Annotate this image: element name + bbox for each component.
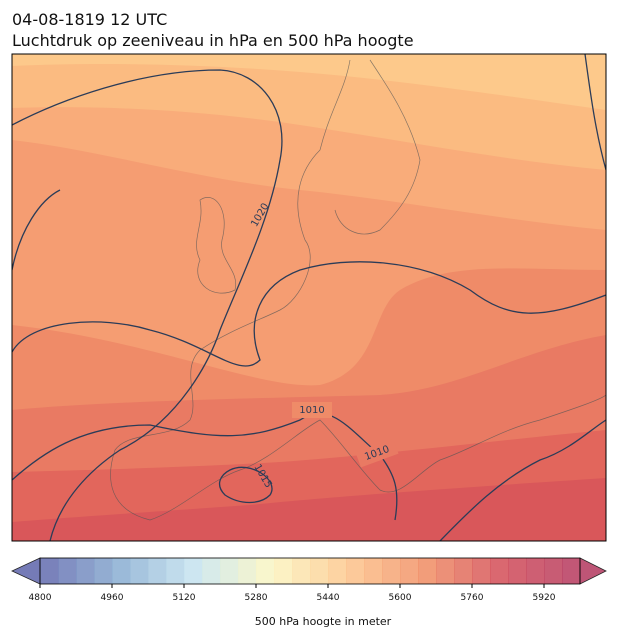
colorbar-step	[238, 558, 257, 584]
colorbar-step	[148, 558, 167, 584]
colorbar: 4800 4960 5120 5280 5440 5600 5760 5920	[11, 557, 607, 603]
colorbar-step	[400, 558, 419, 584]
colorbar-step	[58, 558, 77, 584]
colorbar-step	[526, 558, 545, 584]
colorbar-frame	[39, 557, 581, 585]
contour-label: 1010	[299, 405, 324, 416]
colorbar-step	[346, 558, 365, 584]
colorbar-step	[562, 558, 581, 584]
colorbar-step	[364, 558, 383, 584]
colorbar-step	[418, 558, 437, 584]
colorbar-step	[112, 558, 131, 584]
colorbar-tick-label: 5440	[317, 593, 340, 603]
colorbar-step	[454, 558, 473, 584]
colorbar-extend-low	[11, 557, 41, 585]
colorbar-step	[490, 558, 509, 584]
colorbar-tick-label: 5120	[173, 593, 196, 603]
map-frame	[11, 53, 607, 542]
colorbar-tick-label: 5760	[461, 593, 484, 603]
colorbar-step	[202, 558, 221, 584]
colorbar-step	[40, 558, 59, 584]
colorbar-step	[292, 558, 311, 584]
map: 1020 1010 1010 1015	[12, 54, 606, 541]
colorbar-tick-label: 5920	[533, 593, 556, 603]
colorbar-step	[220, 558, 239, 584]
colorbar-step	[274, 558, 293, 584]
colorbar-step	[166, 558, 185, 584]
colorbar-tick-label: 4800	[29, 593, 52, 603]
colorbar-tick-label: 4960	[101, 593, 124, 603]
colorbar-tick-label: 5280	[245, 593, 268, 603]
colorbar-extend-high	[579, 557, 607, 585]
colorbar-step	[76, 558, 95, 584]
colorbar-step	[544, 558, 563, 584]
subtitle: Luchtdruk op zeeniveau in hPa en 500 hPa…	[12, 31, 414, 50]
colorbar-step	[328, 558, 347, 584]
colorbar-step	[256, 558, 275, 584]
colorbar-tick-label: 5600	[389, 593, 412, 603]
colorbar-step	[472, 558, 491, 584]
colorbar-step	[130, 558, 149, 584]
colorbar-label: 500 hPa hoogte in meter	[255, 615, 392, 628]
colorbar-step	[94, 558, 113, 584]
colorbar-step	[310, 558, 329, 584]
colorbar-step	[436, 558, 455, 584]
colorbar-step	[508, 558, 527, 584]
title: 04-08-1819 12 UTC	[12, 10, 167, 29]
colorbar-step	[184, 558, 203, 584]
colorbar-step	[382, 558, 401, 584]
